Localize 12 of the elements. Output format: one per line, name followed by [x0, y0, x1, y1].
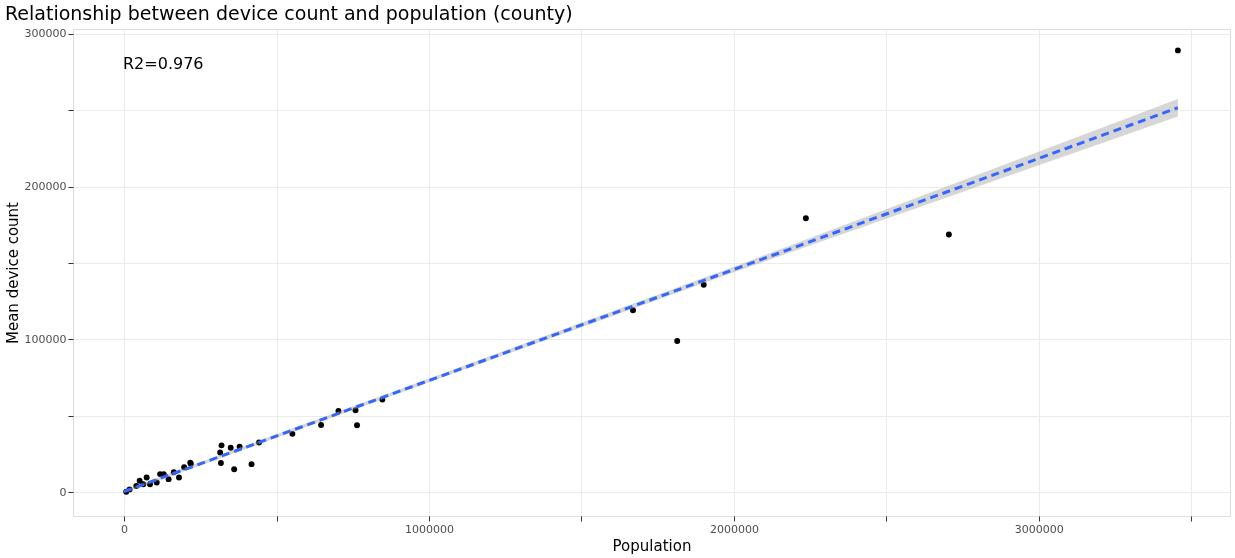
y-axis-title: Mean device count [3, 201, 22, 344]
annotation: R2=0.976 [123, 54, 204, 73]
x-tick-label: 0 [121, 522, 129, 536]
x-tick-label: 3000000 [1014, 522, 1064, 536]
x-tick-label: 1000000 [405, 522, 455, 536]
x-tick-label: 2000000 [709, 522, 759, 536]
y-tick-label: 300000 [24, 27, 67, 41]
chart-title: Relationship between device count and population (county) [5, 1, 573, 24]
x-axis-title: Population [612, 536, 692, 555]
y-tick-label: 0 [59, 485, 67, 499]
y-tick-label: 200000 [24, 180, 67, 194]
y-tick-label: 100000 [24, 332, 67, 346]
